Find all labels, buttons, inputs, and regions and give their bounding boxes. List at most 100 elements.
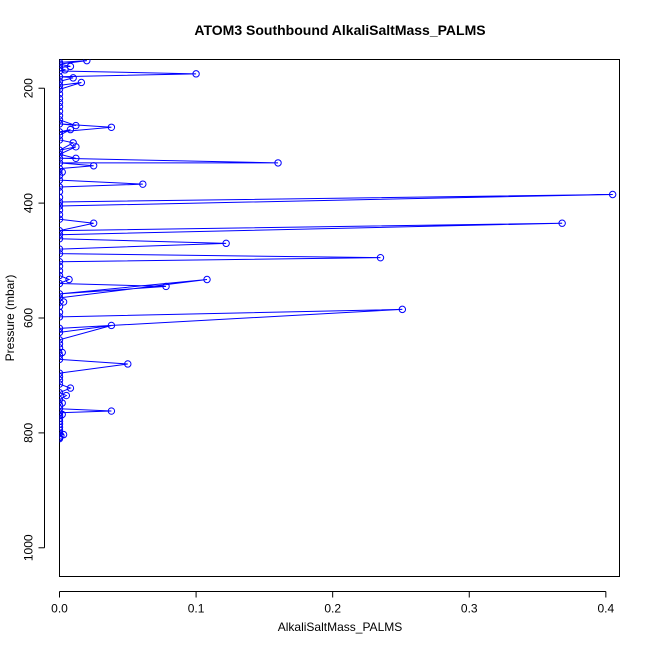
data-point <box>59 294 64 302</box>
data-point <box>139 180 147 188</box>
data-point <box>59 81 64 90</box>
data-point <box>124 360 132 368</box>
y-tick-label: 800 <box>22 423 36 443</box>
data-point <box>66 62 75 71</box>
data-point <box>59 290 64 298</box>
y-axis-label: Pressure (mbar) <box>3 275 17 362</box>
data-point <box>59 279 64 288</box>
data-point <box>72 154 80 163</box>
data-point <box>59 405 64 413</box>
data-point <box>107 123 116 131</box>
data-point <box>59 336 64 344</box>
plot-frame <box>59 59 620 577</box>
data-point <box>59 120 64 128</box>
data-point <box>59 85 64 94</box>
data-point <box>59 67 64 75</box>
data-point <box>59 426 64 434</box>
data-point <box>59 372 64 381</box>
x-tick-label: 0.0 <box>51 602 68 616</box>
series-line <box>59 60 613 439</box>
data-point <box>59 262 64 270</box>
data-point <box>59 77 64 86</box>
data-point <box>59 369 64 377</box>
data-point <box>59 414 64 423</box>
x-axis-label: AlkaliSaltMass_PALMS <box>278 620 403 634</box>
data-point <box>59 215 64 223</box>
data-point <box>59 159 64 167</box>
data-point <box>59 388 64 397</box>
data-point <box>59 355 64 364</box>
data-point <box>59 395 64 404</box>
series-layer <box>59 59 617 443</box>
data-point <box>59 59 64 67</box>
x-tick-label: 0.1 <box>188 602 205 616</box>
data-point <box>59 90 64 98</box>
data-point <box>59 202 64 210</box>
data-point <box>59 380 64 388</box>
data-point <box>59 128 64 136</box>
data-point <box>59 324 64 333</box>
data-point <box>59 193 64 202</box>
data-point <box>59 401 64 410</box>
data-point <box>59 226 64 235</box>
data-point <box>59 235 64 243</box>
y-tick-label: 400 <box>22 193 36 213</box>
data-point <box>59 417 64 426</box>
data-point <box>59 308 64 316</box>
data-point <box>83 59 91 65</box>
data-point <box>59 430 68 439</box>
data-point <box>77 78 86 87</box>
data-point <box>59 107 64 115</box>
data-point <box>59 340 64 348</box>
data-point <box>69 139 77 147</box>
data-point <box>59 328 64 337</box>
data-point <box>89 162 98 170</box>
data-point <box>376 253 385 262</box>
data-point <box>59 429 64 437</box>
data-point <box>59 154 64 163</box>
data-point <box>59 73 64 81</box>
data-point <box>608 190 617 199</box>
data-point <box>59 146 64 154</box>
data-point <box>59 150 64 158</box>
x-axis: 0.0 0.1 0.2 0.3 0.4 <box>51 591 615 616</box>
data-point <box>59 136 64 144</box>
data-point <box>59 98 64 107</box>
y-tick-label: 200 <box>22 78 36 98</box>
data-point <box>398 305 407 314</box>
data-point <box>59 94 64 103</box>
data-point <box>72 121 80 130</box>
data-point <box>59 313 64 321</box>
data-point <box>59 176 64 184</box>
data-point <box>59 206 64 214</box>
data-point <box>66 384 75 392</box>
data-point <box>59 409 64 417</box>
data-point <box>59 249 64 258</box>
data-point <box>59 102 64 111</box>
data-point <box>66 125 75 134</box>
x-tick-label: 0.3 <box>461 602 478 616</box>
data-point <box>59 344 64 352</box>
x-tick-label: 0.2 <box>324 602 341 616</box>
data-point <box>59 271 64 280</box>
data-point <box>59 198 64 206</box>
data-point <box>59 164 64 173</box>
y-tick-label: 600 <box>22 308 36 328</box>
data-point <box>59 116 64 124</box>
data-point <box>107 407 116 415</box>
chart-title: ATOM3 Southbound AlkaliSaltMass_PALMS <box>194 22 485 38</box>
data-point <box>62 391 71 400</box>
data-point <box>59 302 64 311</box>
data-point <box>59 63 64 72</box>
data-point <box>558 219 566 227</box>
data-point <box>59 231 64 239</box>
data-point <box>59 423 64 431</box>
data-point <box>59 420 64 428</box>
data-point <box>89 219 98 227</box>
y-axis: 200 400 600 800 1000 <box>22 78 45 561</box>
x-tick-label: 0.4 <box>597 602 614 616</box>
data-point <box>203 275 211 284</box>
data-point <box>59 267 64 275</box>
data-point <box>59 131 64 140</box>
data-point <box>69 74 77 82</box>
